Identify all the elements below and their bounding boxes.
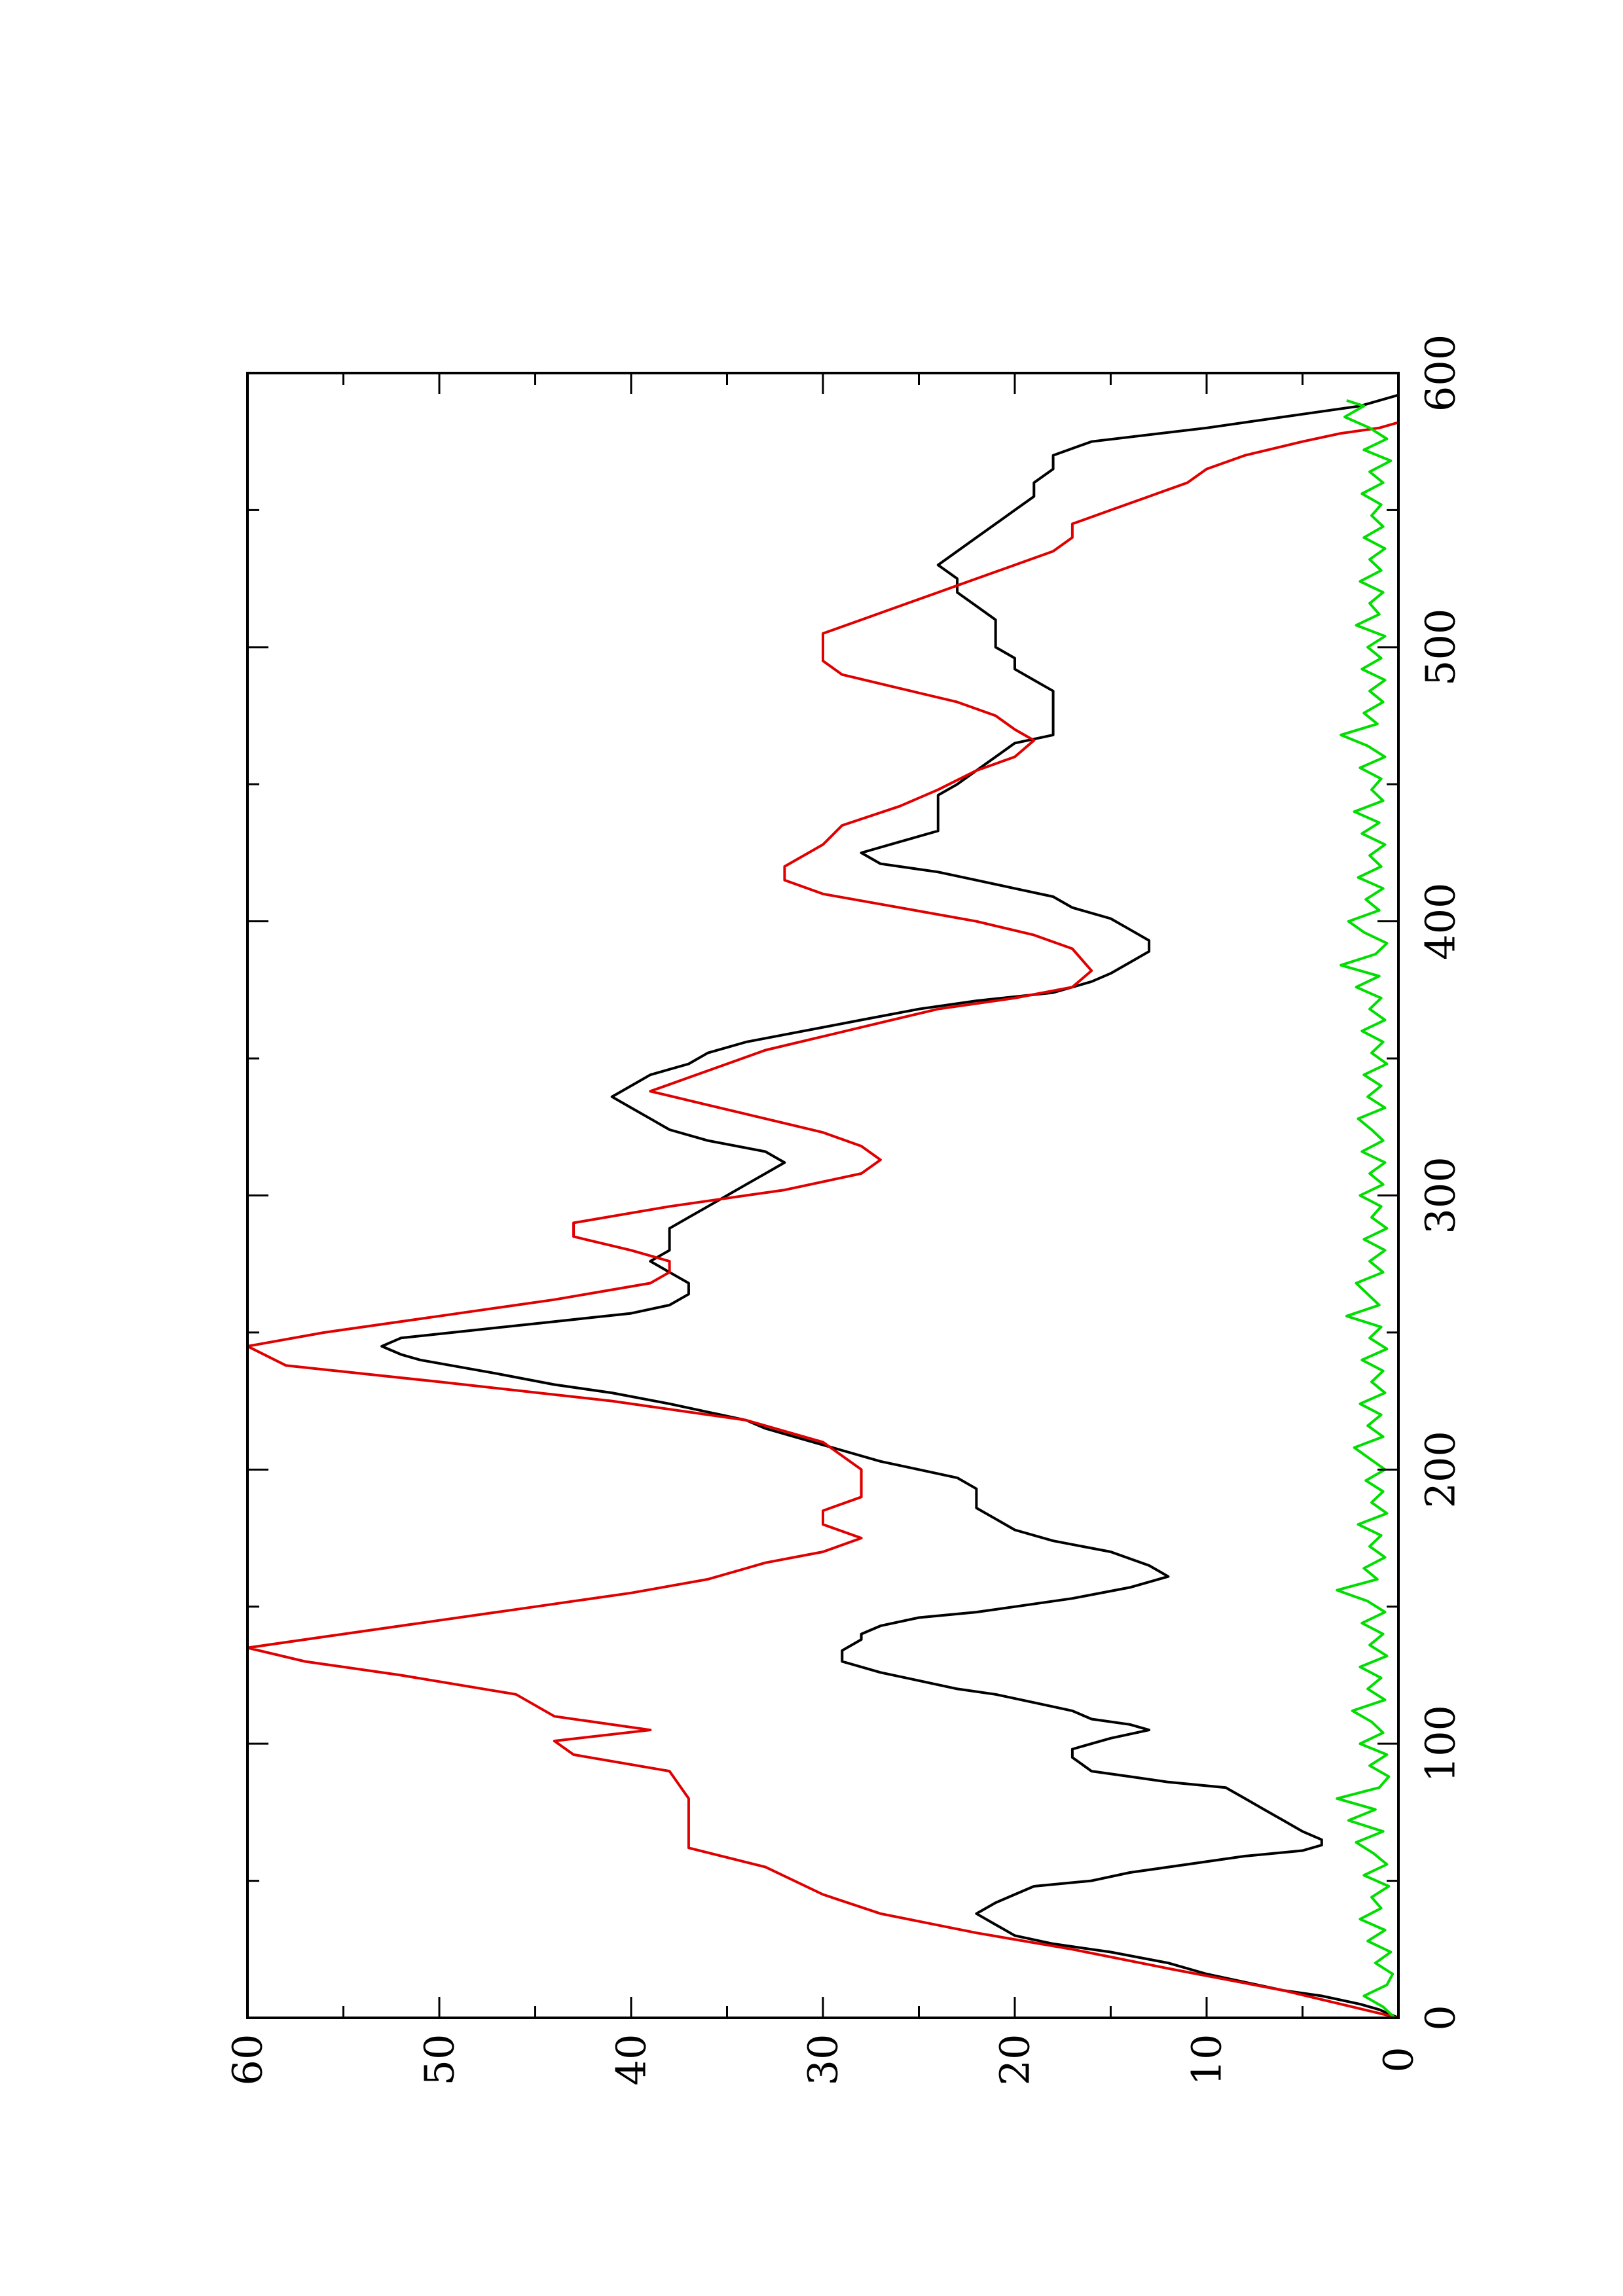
y-tick-label: 40 — [608, 2034, 655, 2086]
x-tick-label: 0 — [1417, 2005, 1465, 2030]
series-layer — [247, 393, 1398, 2018]
x-tick-label: 200 — [1417, 1431, 1465, 1508]
series-line-green — [1336, 399, 1396, 2018]
x-tick-label: 300 — [1417, 1157, 1465, 1234]
y-tick-label: 60 — [224, 2034, 272, 2086]
x-tick-label: 100 — [1417, 1705, 1465, 1782]
tick-labels-layer: 0 100 200 300 400 500 600 0 10 20 30 40 50 60 — [224, 334, 1465, 2086]
x-tick-label: 600 — [1417, 334, 1465, 412]
y-tick-label: 30 — [799, 2034, 847, 2086]
series-line-black — [380, 393, 1398, 2018]
y-tick-label: 0 — [1375, 2047, 1423, 2072]
y-tick-label: 50 — [416, 2034, 464, 2086]
ticks-layer — [246, 372, 1400, 2019]
series-line-red — [247, 421, 1398, 2018]
x-tick-label: 400 — [1417, 882, 1465, 960]
y-tick-label: 20 — [991, 2034, 1039, 2086]
x-tick-label: 500 — [1417, 609, 1465, 686]
plot-frame — [246, 372, 1400, 2019]
y-tick-label: 10 — [1183, 2034, 1231, 2086]
